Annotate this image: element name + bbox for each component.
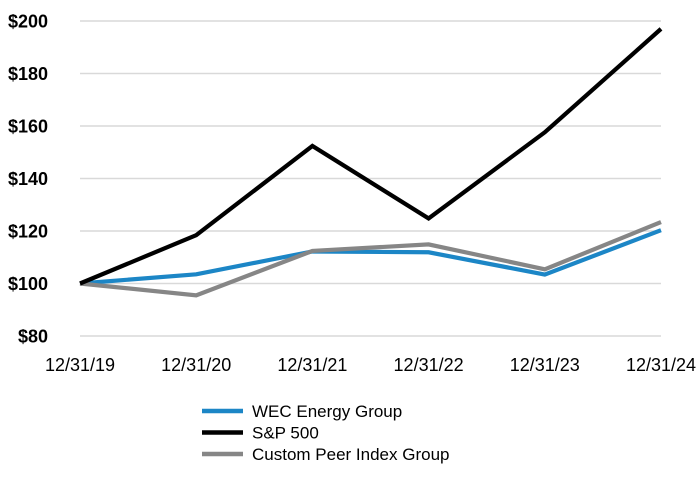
- y-axis-tick-label: $120: [8, 222, 48, 242]
- y-axis-tick-label: $100: [8, 274, 48, 294]
- x-axis-tick-label: 12/31/24: [626, 355, 696, 375]
- y-axis-tick-label: $140: [8, 169, 48, 189]
- x-axis-tick-label: 12/31/19: [45, 355, 115, 375]
- x-axis-tick-label: 12/31/21: [277, 355, 347, 375]
- y-axis-tick-label: $200: [8, 12, 48, 32]
- y-axis-tick-label: $160: [8, 117, 48, 137]
- legend-label-custom-peer-index-group: Custom Peer Index Group: [252, 445, 449, 464]
- y-axis-tick-label: $180: [8, 64, 48, 84]
- series-line-custom-peer-index-group: [79, 220, 662, 298]
- y-axis-tick-label: $80: [18, 327, 48, 347]
- x-axis-tick-label: 12/31/22: [394, 355, 464, 375]
- legend-label-wec-energy-group: WEC Energy Group: [252, 402, 402, 421]
- legend-label-s-p-500: S&P 500: [252, 424, 319, 443]
- x-axis-tick-label: 12/31/20: [161, 355, 231, 375]
- series-line-s-p-500: [79, 27, 663, 286]
- x-axis-tick-label: 12/31/23: [510, 355, 580, 375]
- series-line-wec-energy-group: [79, 228, 662, 286]
